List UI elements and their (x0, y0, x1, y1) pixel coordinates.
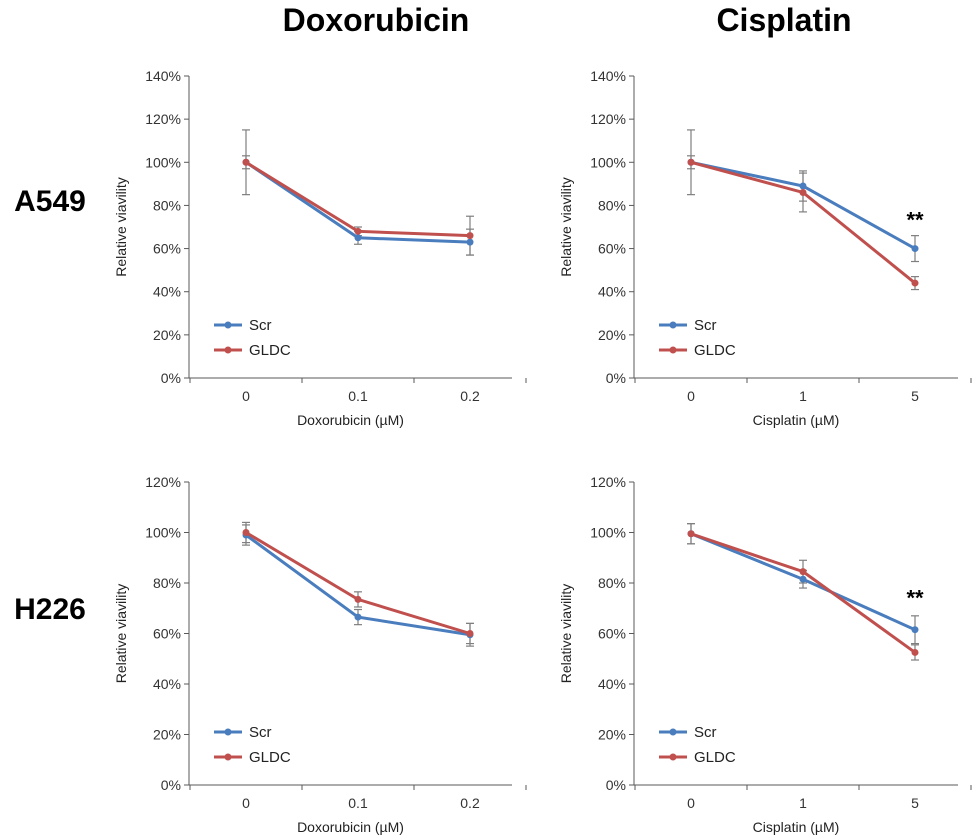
legend-scr-marker (669, 321, 677, 329)
legend-scr-marker (224, 728, 232, 736)
scr-data-point (799, 182, 807, 190)
gldc-data-point (687, 530, 695, 538)
legend-gldc-marker (224, 753, 232, 761)
legend-gldc-label: GLDC (694, 749, 736, 766)
legend-gldc-marker (669, 753, 677, 761)
y-tick-label: 100% (145, 525, 181, 541)
x-tick-label: 0 (242, 795, 250, 811)
y-tick-label: 60% (153, 626, 181, 642)
y-tick-label: 0% (161, 777, 181, 793)
y-tick-label: 40% (153, 676, 181, 692)
gldc-data-point (354, 595, 362, 603)
legend-gldc-label: GLDC (249, 749, 291, 766)
scr-data-point (799, 575, 807, 583)
x-tick-label: 1 (799, 388, 807, 404)
y-tick-label: 100% (590, 154, 626, 170)
y-tick-label: 20% (153, 727, 181, 743)
y-tick-label: 80% (153, 575, 181, 591)
legend-gldc-label: GLDC (694, 342, 736, 359)
row-title-a549: A549 (14, 185, 86, 218)
y-axis-label: Relative viavility (558, 177, 574, 277)
y-axis-label: Relative viavility (558, 584, 574, 684)
y-tick-label: 60% (598, 241, 626, 257)
gldc-data-point (242, 529, 250, 536)
gldc-data-point (354, 227, 362, 235)
x-axis-label: Doxorubicin (µM) (297, 412, 404, 428)
gldc-data-point (242, 158, 250, 166)
y-tick-label: 120% (145, 111, 181, 127)
scr-data-point (354, 234, 362, 242)
column-title-cisplatin: Cisplatin (716, 2, 852, 38)
gldc-series-line (690, 532, 916, 654)
legend-scr-label: Scr (249, 724, 272, 741)
y-tick-label: 140% (145, 68, 181, 84)
y-tick-label: 100% (145, 154, 181, 170)
x-tick-label: 1 (799, 795, 807, 811)
x-tick-label: 0 (242, 388, 250, 404)
x-tick-label: 0 (687, 795, 695, 811)
x-tick-label: 0.2 (460, 388, 480, 404)
gldc-data-point (799, 188, 807, 196)
y-axis-label: Relative viavility (113, 177, 129, 277)
y-tick-label: 80% (153, 197, 181, 213)
gldc-data-point (466, 232, 474, 240)
y-tick-label: 0% (606, 777, 626, 793)
row-title-h226: H226 (14, 593, 86, 626)
x-tick-label: 0.1 (348, 795, 368, 811)
x-axis-label: Cisplatin (µM) (753, 412, 840, 428)
x-tick-label: 5 (911, 388, 919, 404)
y-tick-label: 140% (590, 68, 626, 84)
y-tick-label: 40% (598, 284, 626, 300)
y-tick-label: 120% (145, 474, 181, 490)
y-tick-label: 20% (153, 327, 181, 343)
y-tick-label: 100% (590, 525, 626, 541)
y-tick-label: 20% (598, 327, 626, 343)
y-tick-label: 80% (598, 197, 626, 213)
x-tick-label: 0 (687, 388, 695, 404)
column-title-doxorubicin: Doxorubicin (282, 2, 470, 38)
y-tick-label: 80% (598, 575, 626, 591)
x-tick-label: 0.2 (460, 795, 480, 811)
x-tick-label: 0.1 (348, 388, 368, 404)
legend-scr-label: Scr (694, 724, 717, 741)
legend-scr-label: Scr (249, 317, 272, 334)
significance-marker: ** (906, 208, 924, 233)
y-axis-label: Relative viavility (113, 584, 129, 684)
scr-data-point (911, 626, 919, 634)
y-tick-label: 120% (590, 474, 626, 490)
legend-gldc-marker (224, 346, 232, 354)
legend-gldc-label: GLDC (249, 342, 291, 359)
legend-scr-marker (224, 321, 232, 329)
gldc-data-point (687, 158, 695, 166)
scr-data-point (911, 245, 919, 253)
y-tick-label: 40% (598, 676, 626, 692)
y-tick-label: 0% (606, 370, 626, 386)
y-tick-label: 60% (153, 241, 181, 257)
legend-scr-label: Scr (694, 317, 717, 334)
legend-gldc-marker (669, 346, 677, 354)
gldc-data-point (911, 279, 919, 287)
scr-data-point (466, 238, 474, 246)
x-axis-label: Doxorubicin (µM) (297, 819, 404, 835)
gldc-data-point (911, 648, 919, 656)
y-tick-label: 0% (161, 370, 181, 386)
gldc-series-line (245, 161, 471, 238)
gldc-data-point (799, 568, 807, 576)
legend-scr-marker (669, 728, 677, 736)
x-axis-label: Cisplatin (µM) (753, 819, 840, 835)
y-tick-label: 60% (598, 626, 626, 642)
y-tick-label: 40% (153, 284, 181, 300)
significance-marker: ** (906, 585, 924, 610)
scr-data-point (354, 613, 362, 621)
x-tick-label: 5 (911, 795, 919, 811)
y-tick-label: 20% (598, 727, 626, 743)
y-tick-label: 120% (590, 111, 626, 127)
gldc-data-point (466, 630, 474, 637)
